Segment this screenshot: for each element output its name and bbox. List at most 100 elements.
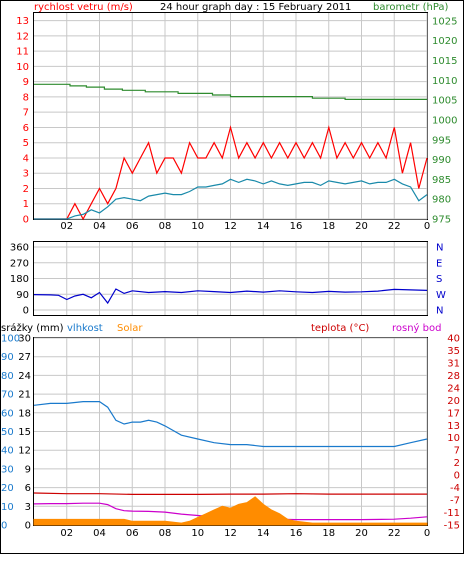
wind-speed-tick: 7 — [23, 108, 29, 119]
compass-letter: N — [436, 243, 443, 254]
solar-label: Solar — [117, 323, 143, 334]
wind-speed-tick: 5 — [23, 138, 29, 149]
direction-tick: 180 — [10, 274, 29, 285]
rain-tick: 24 — [18, 371, 31, 382]
temperature-tick: 20 — [447, 396, 460, 407]
x-tick-label: 0 — [424, 528, 430, 539]
wind-average-line — [34, 178, 428, 220]
wind-speed-tick: 3 — [23, 169, 29, 180]
humidity-tick: 40 — [1, 446, 14, 457]
rain-tick: 0 — [25, 521, 31, 532]
wind-speed-tick: 6 — [23, 123, 29, 134]
wind-speed-axis-label: rychlost vetru (m/s) — [34, 2, 133, 13]
temperature-tick: 0 — [454, 471, 460, 482]
wind-speed-tick: 2 — [23, 184, 29, 195]
barometer-tick: 1005 — [432, 96, 457, 107]
temperature-tick: 24 — [447, 383, 460, 394]
panel1-right-ticks: 975 980 985 990 995 1000 1005 1010 1015 1020 1025 — [432, 16, 457, 225]
x-tick-label: 20 — [355, 528, 368, 539]
rain-axis-label: srážky (mm) — [1, 322, 64, 334]
humidity-tick: 100 — [1, 334, 20, 345]
panel3-series — [33, 401, 428, 526]
x-tick-label: 04 — [93, 528, 106, 539]
dewpoint-line — [33, 502, 428, 521]
wind-speed-tick: 8 — [23, 92, 29, 103]
temperature-tick: 31 — [447, 358, 460, 369]
humidity-tick: 0 — [1, 521, 7, 532]
barometer-tick: 1000 — [432, 115, 457, 126]
rain-tick: 9 — [25, 464, 31, 475]
x-tick-label: 16 — [290, 528, 303, 539]
temperature-tick: -11 — [444, 508, 460, 519]
wind-speed-tick: 9 — [23, 77, 29, 88]
wind-direction-line — [33, 288, 428, 305]
x-tick-label: 06 — [126, 528, 139, 539]
compass-letter: E — [436, 258, 442, 269]
panel3-x-ticks: 02 04 06 08 10 12 14 16 18 20 22 0 — [60, 528, 430, 539]
rain-tick: 30 — [18, 334, 31, 345]
temperature-tick: 17 — [447, 408, 460, 419]
x-tick-label: 22 — [388, 221, 401, 232]
barometer-tick: 990 — [432, 155, 451, 166]
rain-tick: 6 — [25, 483, 31, 494]
x-tick-label: 08 — [159, 528, 172, 539]
rain-tick: 12 — [18, 446, 31, 457]
barometer-tick: 975 — [432, 215, 451, 226]
x-tick-label: 02 — [60, 528, 73, 539]
compass-letter: W — [436, 290, 446, 301]
panel3-grid — [34, 337, 428, 526]
humidity-axis-label: vlhkost — [67, 323, 103, 334]
wind-speed-tick: 1 — [23, 199, 29, 210]
temperature-tick: -15 — [444, 521, 460, 532]
x-tick-label: 12 — [224, 528, 237, 539]
temperature-tick: 35 — [447, 346, 460, 357]
temperature-line — [33, 492, 427, 495]
direction-tick: 90 — [16, 290, 29, 301]
x-tick-label: 10 — [191, 221, 204, 232]
temperature-tick: 2 — [454, 458, 460, 469]
x-tick-label: 16 — [290, 221, 303, 232]
x-tick-label: 20 — [355, 221, 368, 232]
rain-tick: 3 — [25, 502, 31, 513]
barometer-tick: 1015 — [432, 56, 457, 67]
humidity-tick: 70 — [1, 390, 14, 401]
humidity-tick: 30 — [1, 464, 14, 475]
direction-tick: 360 — [10, 243, 29, 254]
direction-tick: 0 — [23, 306, 29, 317]
panel3-rain-ticks: 0 3 6 9 12 15 18 21 24 27 30 — [18, 334, 31, 532]
x-tick-label: 02 — [60, 221, 73, 232]
wind-speed-tick: 11 — [16, 47, 29, 58]
x-tick-label: 14 — [257, 221, 270, 232]
temperature-tick: 7 — [454, 446, 460, 457]
barometer-tick: 1010 — [432, 76, 457, 87]
barometer-tick: 980 — [432, 195, 451, 206]
chart-title: 24 hour graph day : 15 February 2011 — [160, 2, 351, 13]
solar-area — [33, 496, 428, 526]
humidity-line — [33, 401, 428, 448]
wind-speed-tick: 10 — [16, 62, 29, 73]
barometer-tick: 1025 — [432, 16, 457, 27]
humidity-tick: 50 — [1, 427, 14, 438]
humidity-tick: 90 — [1, 352, 14, 363]
compass-letter: N — [436, 306, 443, 317]
compass-letter: S — [436, 274, 442, 285]
direction-tick: 270 — [10, 258, 29, 269]
wind-speed-tick: 0 — [23, 215, 29, 226]
panel2-series — [33, 288, 428, 305]
wind-gust-line — [34, 125, 428, 221]
wind-speed-tick: 13 — [16, 16, 29, 27]
wind-speed-tick: 4 — [23, 153, 29, 164]
wind-speed-tick: 12 — [16, 31, 29, 42]
x-tick-label: 22 — [388, 528, 401, 539]
panel1-x-ticks: 02 04 06 08 10 12 14 16 18 20 22 0 — [60, 221, 430, 232]
rain-tick: 21 — [18, 390, 31, 401]
temperature-axis-label: teplota (°C) — [311, 323, 369, 334]
barometer-tick: 985 — [432, 175, 451, 186]
x-tick-label: 06 — [126, 221, 139, 232]
panel1-series — [34, 83, 428, 221]
temperature-tick: 10 — [447, 433, 460, 444]
